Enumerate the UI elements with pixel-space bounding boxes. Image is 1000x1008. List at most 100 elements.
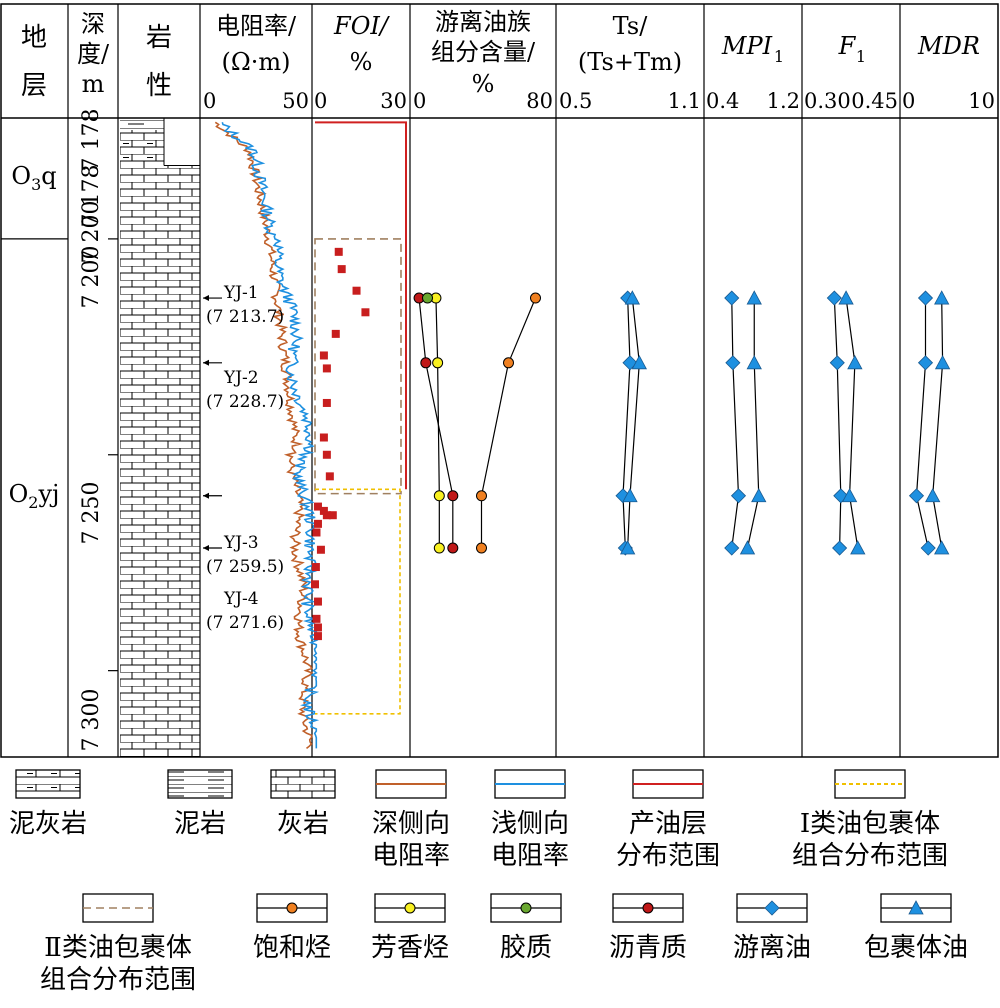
mpi-header: MPI bbox=[721, 32, 773, 60]
f1-scale-min: 0.30 bbox=[804, 89, 851, 113]
sample-arrowhead bbox=[203, 545, 209, 552]
depth-header: 度/ bbox=[77, 40, 110, 68]
f1-free-point bbox=[829, 355, 845, 371]
depth-tick-label: 7 250 bbox=[79, 482, 104, 545]
mpi-free-point bbox=[725, 355, 741, 371]
foi-track bbox=[311, 121, 407, 715]
f1-track bbox=[826, 290, 866, 556]
depth-tick-label: 7 200 bbox=[79, 246, 104, 309]
lithology-header: 岩 bbox=[146, 23, 172, 53]
resin-point bbox=[422, 292, 433, 304]
group-scale-min: 0 bbox=[413, 89, 426, 113]
mdr-free-point bbox=[917, 355, 934, 371]
legend-asph-marker bbox=[642, 902, 654, 914]
sample-id: YJ-4 bbox=[223, 589, 259, 609]
foi-point bbox=[361, 308, 370, 317]
sample-arrowhead bbox=[203, 492, 209, 499]
legend-prod-label: 分布范围 bbox=[616, 841, 720, 871]
mpi-inclusion-point bbox=[751, 487, 767, 503]
asphaltene-point bbox=[447, 542, 459, 554]
foi-scale-min: 0 bbox=[314, 89, 327, 113]
mpi-free-line bbox=[731, 298, 740, 549]
ts-inclusion-point bbox=[622, 487, 638, 503]
ts-free-line bbox=[622, 298, 631, 549]
saturated-line bbox=[480, 297, 537, 549]
foi-point bbox=[319, 351, 328, 360]
legend-mudlime-label: 泥灰岩 bbox=[9, 809, 87, 839]
strata-header: 地 bbox=[21, 23, 47, 53]
legend-aro-marker bbox=[404, 902, 416, 914]
legend-mudstone-label: 泥岩 bbox=[174, 809, 226, 839]
ts-inclusion-point bbox=[619, 540, 636, 555]
sample-depth: (7 259.5) bbox=[206, 557, 284, 577]
asphaltene-point bbox=[420, 357, 432, 369]
ts-scale-max: 1.1 bbox=[668, 89, 701, 113]
legend-deep-label: 深侧向 bbox=[372, 809, 450, 839]
ts-track bbox=[615, 290, 648, 556]
foi-point bbox=[311, 563, 320, 572]
foi-point bbox=[331, 329, 340, 338]
mdr-inclusion-point bbox=[934, 354, 951, 370]
strata-label: O3q bbox=[11, 162, 56, 194]
f1-free-point bbox=[832, 540, 848, 556]
asphaltene-line bbox=[418, 297, 454, 549]
aromatic-point bbox=[433, 542, 445, 554]
legend-class2-label: 组合分布范围 bbox=[40, 965, 196, 995]
saturated-point bbox=[530, 292, 541, 304]
mdr-free-point bbox=[908, 488, 925, 504]
sample-depth: (7 213.7) bbox=[206, 307, 284, 327]
mdr-inclusion-line bbox=[932, 298, 944, 549]
mdr-header: MDR bbox=[917, 32, 980, 60]
ts-inclusion-point bbox=[631, 354, 648, 370]
mdr-inclusion-point bbox=[925, 487, 941, 503]
ts-scale-min: 0.5 bbox=[559, 89, 592, 113]
sample-arrowhead bbox=[203, 295, 209, 302]
f1-header-sub: 1 bbox=[856, 47, 866, 66]
legend-aro-label: 芳香烃 bbox=[371, 933, 449, 963]
res-scale-max: 50 bbox=[282, 89, 309, 113]
ts-header: (Ts+Tm) bbox=[578, 48, 682, 76]
f1-scale-max: 0.45 bbox=[851, 89, 898, 113]
foi-point bbox=[325, 472, 334, 481]
foi-scale-max: 30 bbox=[380, 89, 407, 113]
foi-header: % bbox=[350, 48, 373, 76]
mudstone-top-fill bbox=[120, 118, 164, 130]
mpi-inclusion-point bbox=[739, 540, 756, 555]
legend-resin-marker bbox=[520, 902, 532, 914]
class2-range-box bbox=[314, 238, 402, 495]
legend-prod-label: 产油层 bbox=[629, 809, 707, 839]
deep-resistivity-line bbox=[214, 121, 313, 750]
legend-free-label: 游离油 bbox=[733, 933, 811, 963]
group-composition-track bbox=[413, 292, 541, 554]
foi-point bbox=[322, 511, 331, 520]
group-header: 游离油族 bbox=[435, 8, 531, 36]
f1-inclusion-line bbox=[845, 297, 859, 549]
legend-limestone-label: 灰岩 bbox=[277, 809, 329, 839]
group-header: % bbox=[472, 70, 495, 98]
mdr-scale-min: 0 bbox=[902, 89, 915, 113]
foi-point bbox=[322, 398, 331, 407]
blank-fill bbox=[164, 118, 200, 166]
sample-arrowhead bbox=[203, 359, 209, 366]
strata-label: O2yj bbox=[9, 480, 60, 512]
legend-limestone-swatch bbox=[271, 770, 335, 798]
sample-id: YJ-3 bbox=[223, 533, 259, 553]
f1-free-point bbox=[833, 488, 849, 504]
lithology-column bbox=[120, 118, 200, 757]
sample-depth: (7 228.7) bbox=[206, 392, 284, 412]
ts-inclusion-line bbox=[627, 297, 640, 549]
mpi-free-point bbox=[724, 290, 740, 306]
mpi-inclusion-point bbox=[746, 354, 762, 370]
legend: 泥灰岩 泥岩 灰岩 深侧向电阻率浅侧向电阻率产油层分布范围Ⅰ类油包裹体组合分布范围Ⅱ类… bbox=[9, 769, 968, 995]
f1-free-point bbox=[826, 290, 842, 306]
saturated-point bbox=[476, 542, 487, 554]
mdr-free-point bbox=[917, 290, 934, 306]
foi-point bbox=[337, 265, 346, 274]
foi-point bbox=[312, 614, 321, 623]
mdr-inclusion-point bbox=[934, 540, 950, 555]
legend-asph-label: 沥青质 bbox=[609, 933, 687, 963]
legend-class1-label: 组合分布范围 bbox=[792, 841, 948, 871]
